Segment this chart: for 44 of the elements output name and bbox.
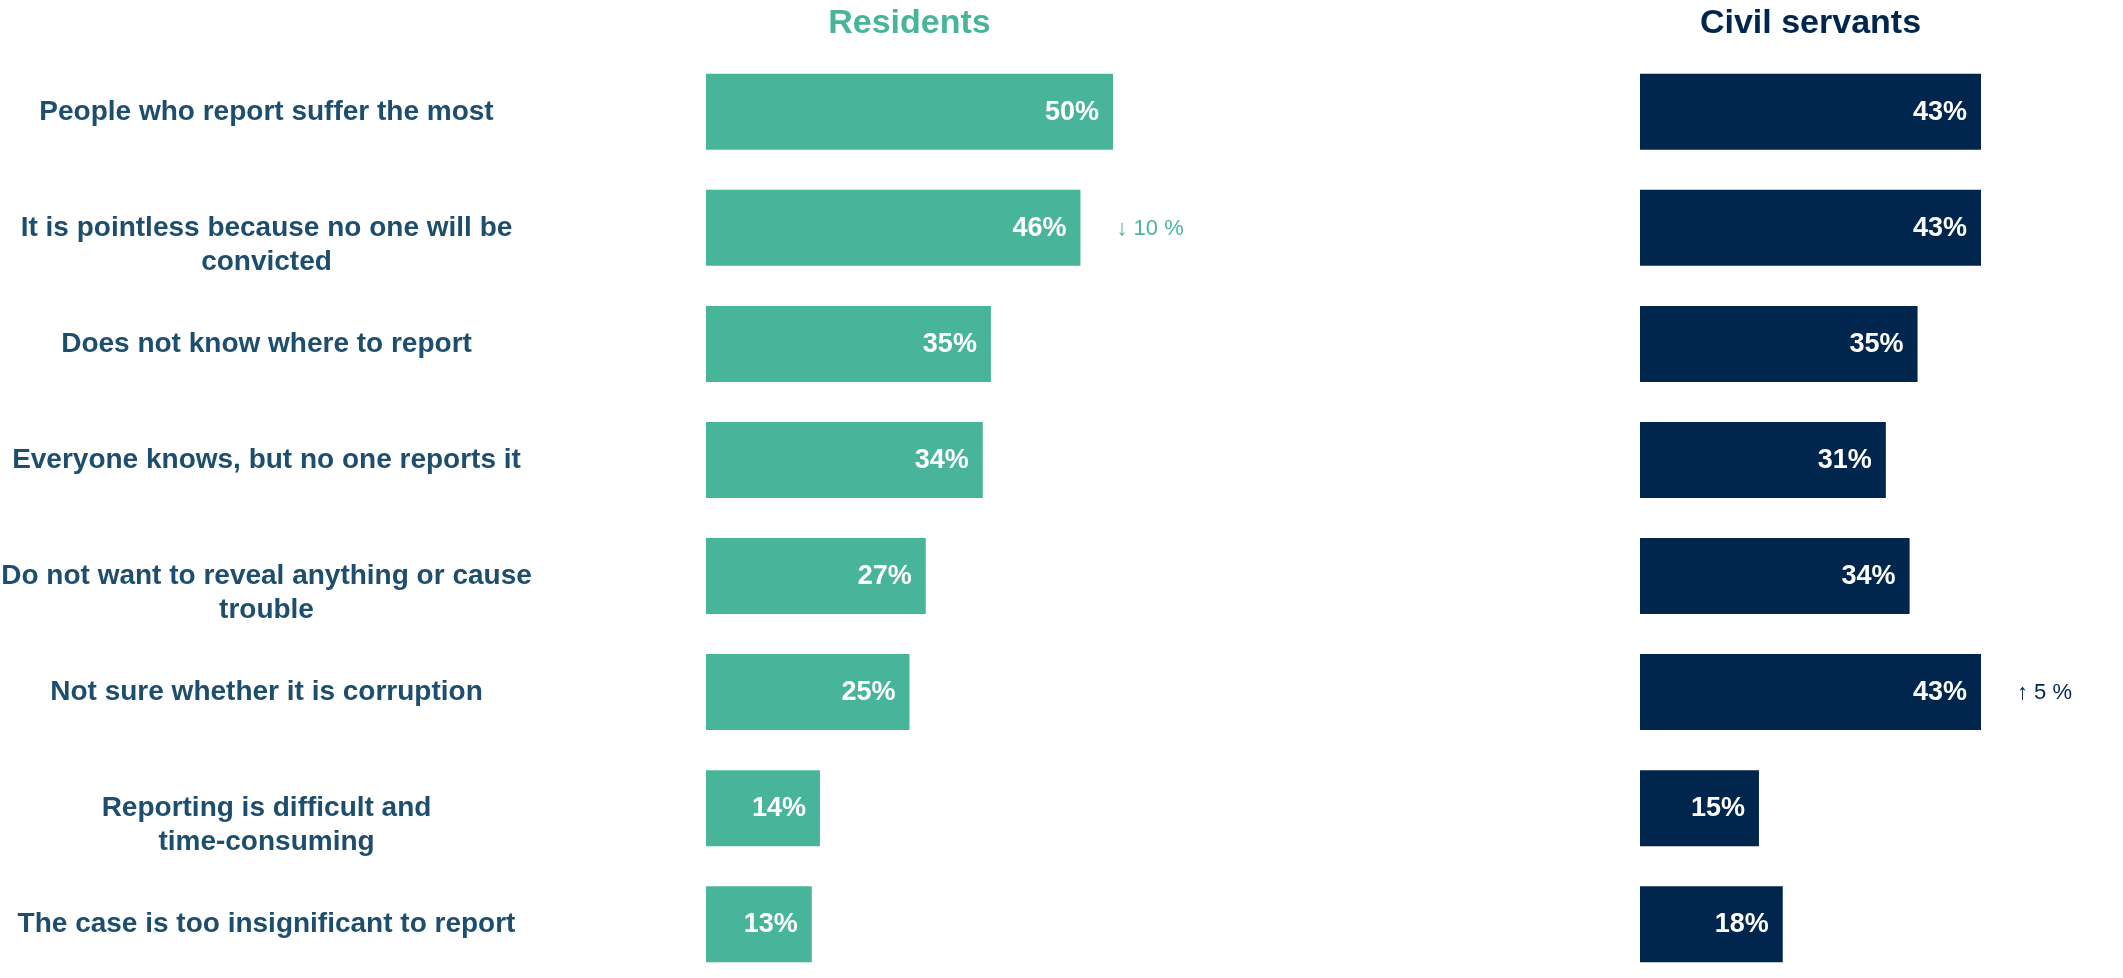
bar [1640,189,1981,266]
y-tick-label: Reporting is difficult and time-consuming [101,791,432,857]
data-label: 34% [914,443,969,474]
bar [706,886,812,963]
data-label: 27% [857,560,912,591]
data-label: 43% [1912,676,1967,707]
bar [706,654,910,731]
y-tick-label: Everyone knows, but no one reports it [12,442,521,474]
data-label: 35% [922,327,977,358]
chart-title: Residents [828,2,991,40]
chart-title: Civil servants [1699,2,1922,40]
data-label: 18% [1714,908,1769,939]
data-label: 46% [1012,211,1067,242]
bar [1640,73,1981,150]
data-label: 31% [1817,443,1872,474]
bar [706,770,820,847]
data-label: 13% [743,908,798,939]
data-label: 43% [1912,95,1967,126]
annotation: ↓ 10 % [1116,214,1184,240]
y-tick-label: Do not want to reveal anything or cause trouble [1,559,532,625]
bar [1640,770,1759,847]
data-label: 43% [1912,211,1967,242]
data-label: 15% [1690,792,1745,823]
bar [706,421,983,498]
bar [1640,886,1783,963]
y-tick-label: It is pointless because no one will be convicted [20,210,513,276]
bar [1640,654,1981,731]
bar [1640,538,1910,615]
bar [706,189,1081,266]
bar [706,73,1113,150]
data-label: 25% [841,676,896,707]
bar [706,305,991,382]
y-tick-label: The case is too insignificant to report [17,907,516,939]
y-tick-label: Not sure whether it is corruption [50,675,483,707]
data-label: 50% [1044,95,1099,126]
data-label: 35% [1849,327,1904,358]
data-label: 14% [751,792,806,823]
annotation: ↑ 5 % [2017,679,2073,705]
bar [1640,421,1886,498]
y-tick-label: People who report suffer the most [39,94,494,126]
y-tick-label: Does not know where to report [61,326,472,358]
bar [706,538,926,615]
bar [1640,305,1918,382]
data-label: 34% [1841,560,1896,591]
